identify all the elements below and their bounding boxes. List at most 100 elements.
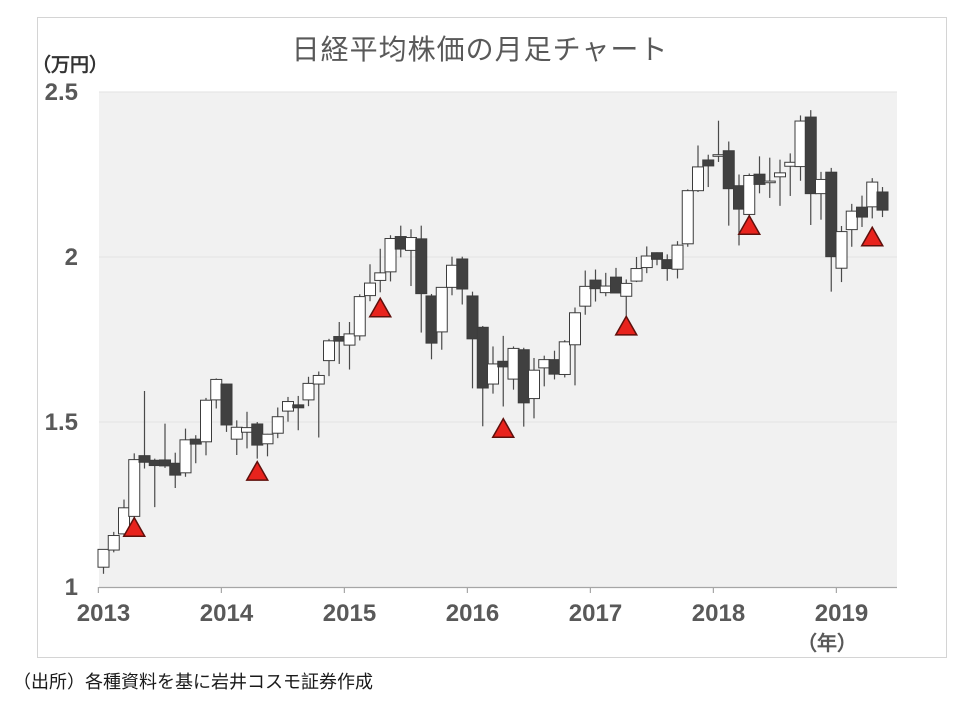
candle-body-2015-08 [415, 238, 428, 295]
candle-body-2015-07 [405, 237, 417, 251]
buy-marker-2014-04 [245, 460, 270, 481]
x-tick-label-2013: 2013 [77, 600, 130, 627]
candle-body-2013-09 [179, 439, 192, 474]
candle-body-2016-08 [538, 359, 551, 369]
candle-body-2017-03 [610, 276, 622, 294]
candle-body-2017-02 [599, 285, 612, 294]
candle-body-2013-04 [128, 459, 141, 517]
candle-body-2015-03 [364, 282, 376, 297]
candle-body-2016-10 [558, 341, 571, 375]
candle-body-2016-06 [517, 349, 530, 404]
candle-body-2017-01 [589, 279, 602, 290]
candle-body-2017-06 [640, 255, 653, 269]
buy-marker-2019-04 [860, 225, 885, 247]
candle-body-2016-03 [487, 363, 499, 385]
candle-body-2014-04 [251, 423, 264, 446]
candle-body-2014-11 [323, 340, 335, 362]
y-axis-unit-label: （万円） [32, 55, 109, 76]
candle-body-2016-11 [569, 312, 581, 346]
buy-marker-2013-04 [122, 516, 147, 537]
candle-body-2017-11 [692, 166, 704, 192]
candle-body-2017-12 [702, 159, 715, 167]
plot-area [99, 92, 897, 587]
candle-body-2017-08 [661, 259, 674, 270]
candle-body-2016-07 [528, 369, 540, 400]
candle-body-2015-11 [446, 264, 458, 288]
candle-body-2019-04 [866, 181, 879, 208]
candle-body-2018-02 [722, 150, 735, 190]
candle-body-2014-06 [271, 416, 284, 434]
buy-marker-2018-04 [737, 214, 762, 235]
candle-body-2016-09 [548, 359, 561, 375]
candle-body-2016-04 [497, 360, 510, 368]
candle-body-2015-09 [425, 295, 438, 344]
candle-body-2013-03 [118, 507, 130, 535]
candle-body-2016-01 [466, 295, 479, 340]
candle-body-2018-04 [743, 174, 756, 215]
candle-body-2016-12 [579, 285, 592, 307]
x-tick-label-2015: 2015 [323, 600, 376, 627]
candle-body-2014-01 [220, 383, 233, 426]
candle-body-2017-05 [630, 268, 643, 282]
candle-body-2013-08 [169, 462, 182, 476]
candle-body-2015-06 [394, 236, 407, 250]
candle-body-2018-09 [794, 120, 807, 168]
candle-body-2013-05 [138, 455, 151, 463]
candle-body-2015-02 [353, 296, 366, 337]
candle-body-2018-05 [753, 173, 766, 185]
buy-marker-2017-04 [614, 314, 639, 336]
candle-body-2018-06 [763, 180, 776, 184]
y-tick-label-1: 1 [65, 574, 78, 601]
candle-body-2018-12 [825, 171, 838, 258]
x-axis-unit-label: （年） [797, 633, 857, 655]
candle-body-2015-12 [456, 258, 469, 290]
candle-body-2014-08 [292, 404, 305, 409]
candle-body-2014-02 [230, 426, 243, 440]
y-tick-label-2.5: 2.5 [45, 79, 78, 106]
candle-body-2017-10 [681, 190, 694, 245]
candle-body-2019-02 [845, 210, 858, 231]
x-tick-label-2018: 2018 [692, 600, 745, 627]
candle-body-2014-12 [333, 336, 346, 342]
candle-body-2015-04 [374, 272, 387, 281]
y-tick-label-1.5: 1.5 [45, 409, 78, 436]
candle-body-2018-10 [804, 116, 817, 195]
candle-body-2016-02 [476, 326, 489, 389]
candle-body-2014-07 [282, 401, 294, 412]
x-tick-label-2017: 2017 [569, 600, 622, 627]
candle-body-2019-03 [856, 206, 868, 218]
candle-body-2018-08 [784, 161, 797, 167]
candle-body-2013-06 [148, 459, 161, 467]
candle-body-2018-07 [774, 172, 786, 178]
candle-body-2014-05 [261, 433, 274, 445]
x-tick-label-2014: 2014 [200, 600, 254, 627]
candle-body-2013-10 [189, 438, 202, 445]
candle-body-2014-03 [241, 427, 253, 433]
candle-body-2018-01 [712, 154, 725, 157]
candle-body-2019-01 [835, 231, 848, 269]
x-tick-label-2016: 2016 [446, 600, 499, 627]
buy-marker-2015-04 [368, 296, 393, 318]
candlestick-chart: 2013 2014 2015 2016 2017 2018 2019 2.5 2 1.5 1 [45, 79, 897, 627]
candle-body-2015-10 [435, 286, 448, 333]
x-tick-label-2019: 2019 [815, 600, 868, 627]
candle-body-2017-04 [620, 282, 633, 297]
candle-body-2017-07 [651, 252, 663, 260]
candle-body-2014-09 [302, 382, 315, 401]
candle-body-2017-09 [671, 244, 684, 270]
candle-body-2013-07 [159, 459, 171, 467]
buy-marker-2016-04 [491, 417, 516, 438]
candle-body-2018-03 [733, 185, 745, 210]
candle-body-2019-05 [876, 191, 889, 211]
candle-body-2015-01 [343, 333, 356, 346]
source-note: （出所）各種資料を基に岩井コスモ証券作成 [13, 672, 373, 692]
candle-body-2016-05 [507, 347, 520, 380]
candle-body-2013-12 [210, 378, 223, 401]
candle-body-2013-01 [97, 548, 110, 568]
candle-body-2015-05 [384, 238, 397, 273]
candle-body-2013-02 [107, 535, 120, 551]
chart-title: 日経平均株価の月足チャート [291, 34, 669, 65]
candle-body-2014-10 [312, 374, 325, 385]
candle-body-2013-11 [200, 399, 212, 443]
candle-body-2018-11 [815, 178, 827, 195]
